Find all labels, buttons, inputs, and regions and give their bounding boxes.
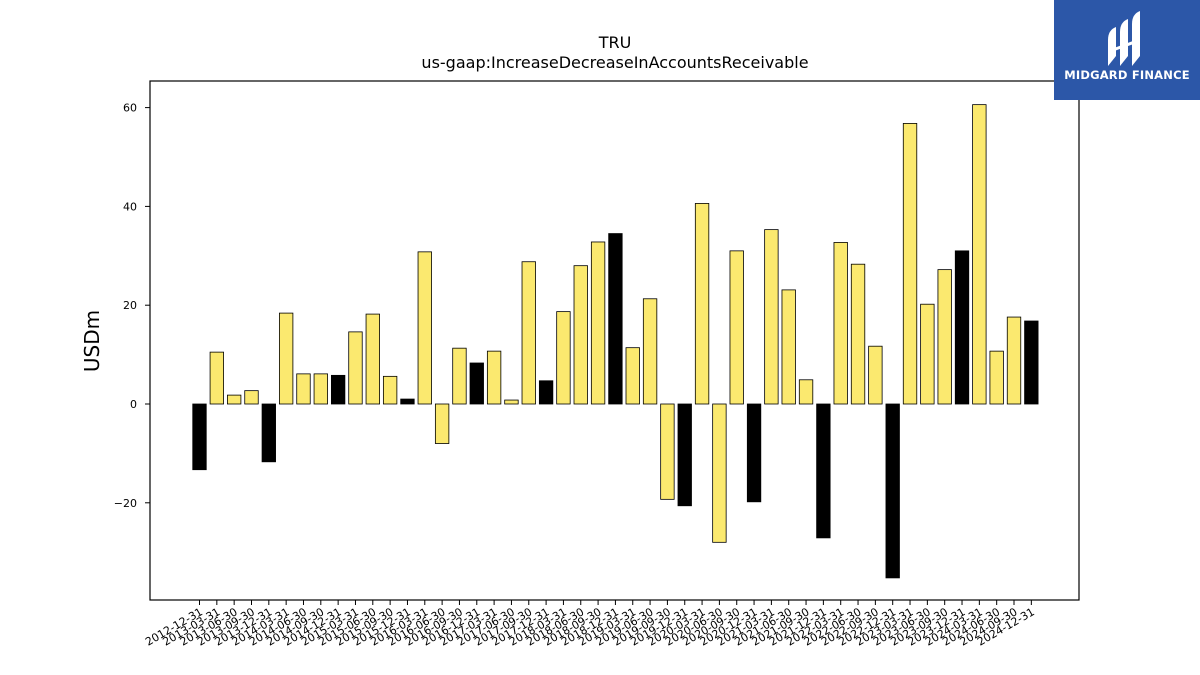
bar-2017-12-31 xyxy=(538,380,554,405)
bar-2021-12-31 xyxy=(816,403,831,539)
bar-2016-09-30 xyxy=(452,347,467,405)
bar-2021-03-31 xyxy=(764,229,779,405)
bar-2016-06-30 xyxy=(434,403,450,444)
bar-2014-09-30 xyxy=(313,373,328,405)
bar-2015-09-30 xyxy=(382,375,398,405)
bar-2023-09-30 xyxy=(937,269,952,405)
bar-2014-06-30 xyxy=(296,373,311,405)
bar-2013-12-31 xyxy=(261,403,276,463)
bar-2014-03-31 xyxy=(278,312,294,405)
bar-2015-03-31 xyxy=(348,331,363,405)
y-tick-label: −20 xyxy=(114,497,137,510)
bar-2019-03-31 xyxy=(625,347,640,405)
bars-group xyxy=(192,104,1039,579)
bar-2019-09-30 xyxy=(660,403,675,500)
bar-2020-12-31 xyxy=(746,403,762,503)
bar-2022-06-30 xyxy=(850,263,866,405)
bar-2015-06-30 xyxy=(365,313,380,405)
bar-2013-03-31 xyxy=(209,351,224,405)
bar-2021-09-30 xyxy=(798,379,814,405)
y-tick-label: 40 xyxy=(123,200,137,213)
bar-2015-12-31 xyxy=(400,398,415,405)
bar-2017-06-30 xyxy=(504,399,519,405)
y-ticks-group: −20 0 20 40 60 xyxy=(114,102,150,510)
bar-2020-09-30 xyxy=(729,250,744,405)
bar-2018-06-30 xyxy=(573,265,588,405)
bar-2024-03-31 xyxy=(972,104,987,405)
bar-2020-03-31 xyxy=(694,203,710,405)
bar-2016-03-31 xyxy=(417,251,432,405)
chart-subtitle: us-gaap:IncreaseDecreaseInAccountsReceiv… xyxy=(421,53,808,72)
bar-2017-09-30 xyxy=(521,261,536,405)
logo-text: MIDGARD FINANCE xyxy=(1064,68,1190,82)
bar-2023-06-30 xyxy=(920,303,935,405)
bar-2013-06-30 xyxy=(227,394,242,405)
bar-2017-03-31 xyxy=(486,350,502,405)
bar-2019-06-30 xyxy=(642,298,658,405)
midgard-logo-icon xyxy=(1108,11,1140,66)
bar-2012-12-31 xyxy=(192,403,207,471)
bar-2022-03-31 xyxy=(833,242,848,405)
bar-2024-09-30 xyxy=(1006,316,1022,405)
bar-2023-12-31 xyxy=(954,250,970,405)
bar-2021-06-30 xyxy=(781,289,796,405)
bar-2022-12-31 xyxy=(885,403,900,579)
bar-2020-06-30 xyxy=(712,403,727,543)
bar-2019-12-31 xyxy=(677,403,692,507)
y-tick-label: 0 xyxy=(130,398,137,411)
chart-title: TRU xyxy=(598,33,632,52)
bar-2024-12-31 xyxy=(1024,320,1039,405)
plot-frame xyxy=(149,80,1080,601)
bar-2018-12-31 xyxy=(608,233,623,405)
bar-2023-03-31 xyxy=(902,123,918,405)
bar-2024-06-30 xyxy=(989,350,1004,405)
x-ticks-group: 2012-12-312013-03-312013-06-302013-09-30… xyxy=(143,600,1037,649)
bar-2014-12-31 xyxy=(330,374,346,405)
bar-2018-03-31 xyxy=(556,311,571,405)
bar-2013-09-30 xyxy=(244,390,259,405)
bar-2018-09-30 xyxy=(590,241,606,405)
y-tick-label: 60 xyxy=(123,102,137,115)
midgard-finance-logo: MIDGARD FINANCE xyxy=(1054,0,1200,100)
bar-2016-12-31 xyxy=(469,362,484,405)
y-tick-label: 20 xyxy=(123,299,137,312)
y-axis-label: USDm xyxy=(80,310,104,372)
bar-2022-09-30 xyxy=(868,345,883,405)
